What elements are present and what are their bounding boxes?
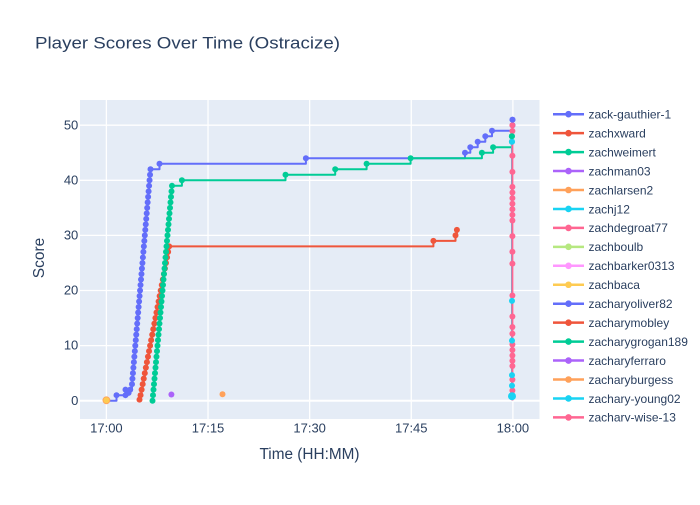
- svg-text:zachman03: zachman03: [589, 164, 651, 178]
- svg-text:0: 0: [71, 393, 78, 408]
- svg-text:zachary-young02: zachary-young02: [589, 392, 681, 406]
- svg-text:zachbarker0313: zachbarker0313: [589, 259, 675, 273]
- svg-text:zachdegroat77: zachdegroat77: [589, 221, 669, 235]
- svg-text:17:30: 17:30: [293, 421, 326, 436]
- svg-text:40: 40: [64, 172, 78, 187]
- svg-text:zacharyoliver82: zacharyoliver82: [589, 297, 673, 311]
- svg-text:zachboulb: zachboulb: [589, 240, 644, 254]
- svg-text:Player Scores Over Time (Ostra: Player Scores Over Time (Ostracize): [35, 34, 340, 53]
- svg-text:30: 30: [64, 228, 78, 243]
- svg-text:zacharymobley: zacharymobley: [589, 316, 670, 330]
- svg-text:17:00: 17:00: [90, 421, 123, 436]
- svg-text:zachlarsen2: zachlarsen2: [589, 183, 654, 197]
- svg-text:20: 20: [64, 283, 78, 298]
- svg-text:Score: Score: [31, 238, 48, 279]
- svg-text:zachweimert: zachweimert: [589, 145, 657, 159]
- svg-text:zachj12: zachj12: [589, 202, 631, 216]
- svg-text:17:15: 17:15: [192, 421, 225, 436]
- svg-text:zacharyburgess: zacharyburgess: [589, 373, 674, 387]
- svg-text:zacharygrogan189: zacharygrogan189: [589, 335, 689, 349]
- svg-text:10: 10: [64, 338, 78, 353]
- svg-text:Time (HH:MM): Time (HH:MM): [260, 446, 360, 463]
- svg-text:zachary-wise-13: zachary-wise-13: [589, 411, 677, 425]
- svg-text:50: 50: [64, 117, 78, 132]
- svg-text:zachbaca: zachbaca: [589, 278, 641, 292]
- svg-text:17:45: 17:45: [395, 421, 428, 436]
- svg-text:zacharyferraro: zacharyferraro: [589, 354, 667, 368]
- svg-text:zack-gauthier-1: zack-gauthier-1: [589, 108, 672, 122]
- svg-text:18:00: 18:00: [497, 421, 530, 436]
- svg-text:zachxward: zachxward: [589, 126, 646, 140]
